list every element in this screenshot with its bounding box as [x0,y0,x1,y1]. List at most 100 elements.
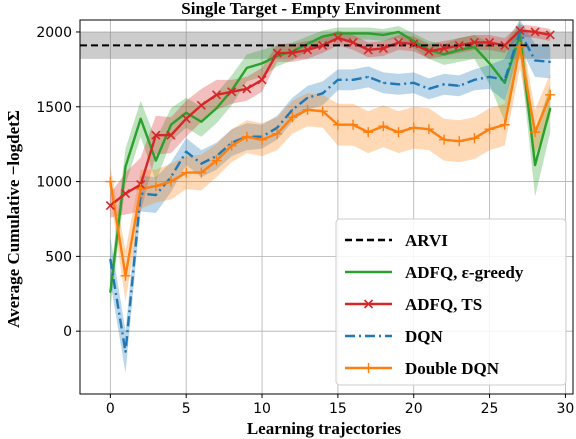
series-line [109,30,552,293]
data-point [439,134,450,145]
data-point [276,55,279,57]
data-point [363,127,374,138]
y-axis-ticks: 0 500 1000 1500 2000 [36,25,80,340]
series-line [109,30,551,354]
data-point [135,184,146,195]
data-point [333,33,343,43]
legend-item: DQN [345,327,444,346]
data-point [211,155,222,166]
data-point [181,114,191,124]
data-point-stroke [378,43,388,53]
data-point [185,150,187,153]
data-point [500,40,510,50]
data-point-stroke [363,45,373,55]
grid-lines [80,20,573,394]
plot-area [79,19,574,395]
data-point [428,88,430,90]
data-point [241,131,252,142]
legend-item: ADFQ, TS [345,295,482,314]
data-point [424,46,434,56]
data-point [348,119,359,130]
legend-items: ARVI ADFQ, ε-greedy ADFQ, TS DQN Double DQN [345,231,524,378]
data-point [124,165,127,168]
data-point [291,108,294,111]
legend-label: DQN [405,327,444,346]
data-point [109,258,112,261]
data-point [185,111,187,114]
data-point [412,40,415,42]
data-point [227,87,237,97]
data-point [439,43,449,53]
data-point [200,120,203,123]
legend-item: ADFQ, ε-greedy [345,263,524,282]
x-tick-label: 20 [405,401,423,417]
data-point [337,79,339,81]
data-point [321,92,324,95]
data-point-stroke [181,114,191,124]
data-point [150,181,161,192]
data-point [423,124,434,135]
data-point-stroke [272,48,282,58]
data-point [397,83,400,86]
data-point-stroke [530,27,540,37]
series-band [110,25,551,302]
data-point [519,31,521,33]
y-axis-label: Average Cumulative −logdetΣ [4,110,23,328]
data-point-stroke [257,75,267,85]
data-point [242,84,252,94]
legend-marker [363,299,374,309]
data-point [458,49,461,51]
legend-label: ARVI [405,231,448,250]
data-point [321,35,324,38]
x-tick-label: 5 [182,401,191,417]
x-axis-label: Learning trajectories [247,419,402,438]
data-point [549,61,552,63]
data-point [514,41,525,52]
series-band [110,20,551,309]
data-point [272,48,282,58]
data-point [378,121,389,132]
data-point [412,82,415,84]
data-point [332,119,343,130]
data-point [151,130,161,140]
data-point [306,96,309,99]
data-point [382,82,385,84]
data-point [200,162,203,165]
data-point-stroke [500,40,510,50]
data-point [545,30,555,40]
data-point [530,27,540,37]
data-point-stroke [485,37,495,48]
data-point [257,134,268,145]
data-point [454,40,464,50]
data-point [105,200,115,211]
data-point-stroke [424,46,434,56]
chart-title: Single Target - Empty Environment [181,0,441,18]
data-point [276,126,279,129]
data-point [166,176,177,187]
data-point [469,133,480,144]
y-tick-label: 0 [63,324,72,340]
data-point [499,119,510,130]
data-point [246,67,248,69]
data-point [473,79,476,81]
legend-box [335,218,567,386]
data-point [170,123,172,126]
data-point-stroke [166,130,176,140]
data-point [166,130,176,140]
data-point [443,83,445,86]
axes-frame [79,19,574,395]
data-point [181,167,192,178]
y-tick-label: 1500 [36,100,72,116]
data-point-stroke [409,39,419,49]
data-point [378,43,388,53]
data-point [503,79,506,81]
data-point [382,34,385,36]
data-point [367,76,370,78]
data-point [196,100,206,110]
data-point [287,48,297,58]
data-point [196,167,207,178]
data-point [318,40,328,50]
x-axis-ticks: 0 5 10 15 20 25 30 [106,394,574,417]
data-point-stroke [515,25,525,36]
